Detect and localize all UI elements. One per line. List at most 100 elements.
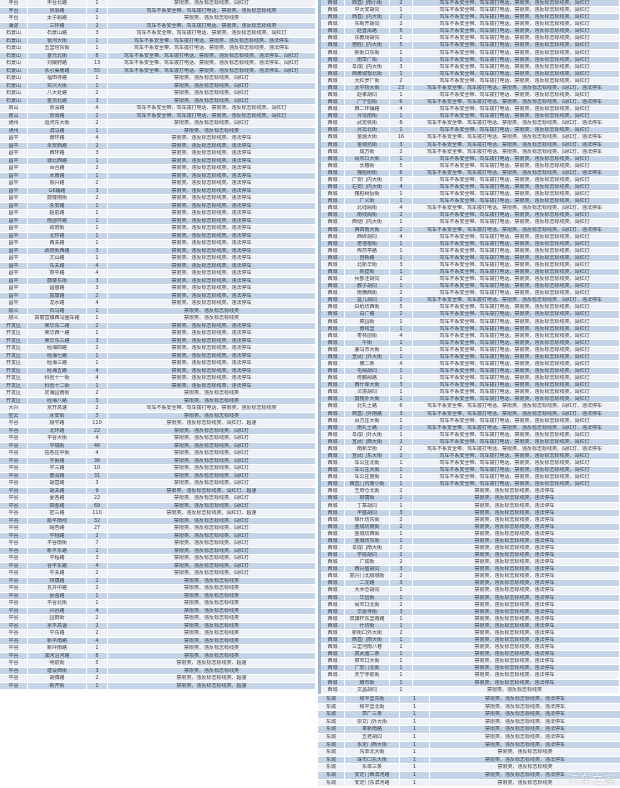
- count-cell: 2: [390, 311, 413, 318]
- district-cell: 昌平: [0, 165, 28, 172]
- count-cell: 1: [390, 481, 413, 488]
- count-cell: 2: [87, 345, 108, 352]
- table-row: 丰台 丰台北路 1 禁限类、违反标志标线类、闯红灯: [0, 0, 315, 8]
- violation-types-cell: 禁限类、违反标志标线类: [183, 600, 239, 606]
- violation-types-cell: 驾车不系安全带、驾车拨打电话、禁限类、违反标志标线类、闯红灯: [439, 77, 590, 84]
- violation-types-cell: 禁限类、违反标志标线类、违法停车: [474, 644, 555, 651]
- road-cell: 西什库大街: [345, 382, 390, 389]
- road-cell: 崇文门外大街: [345, 718, 400, 726]
- violation-types-cell: 禁限类、违反标志标线类、闯红灯: [173, 120, 249, 126]
- district-cell: 西城: [321, 566, 345, 573]
- road-cell: 德胜门内大街: [345, 42, 390, 49]
- table-row: 西城 德胜门内大街 5 驾车不系安全带、驾车拨打电话、禁限类、违反标志标线类、闯红灯: [321, 42, 619, 50]
- table-row: 西城 金城坊南街 2 禁限类、违反标志标线类、违法停车: [321, 523, 619, 531]
- district-cell: 通州: [0, 127, 28, 134]
- road-cell: 骡马市大街: [345, 346, 390, 353]
- road-cell: 金城坊西街: [345, 530, 390, 537]
- table-row: 西城 南礼士路 2 驾车不系安全带、驾车拨打电话、禁限类、违反标志标线类、闯红灯、违法…: [321, 424, 619, 432]
- violation-types-cell: 驾车不系安全带、驾车拨打电话、禁限类、违反标志标线类、闯红灯: [439, 247, 590, 254]
- count-cell: 5: [87, 660, 108, 667]
- road-cell: 南线里: [345, 325, 390, 332]
- road-cell: 经海四路: [28, 345, 87, 352]
- district-cell: 东城: [318, 733, 345, 741]
- road-cell: 屯绢胡同: [345, 368, 390, 375]
- violation-types-cell: 禁限类、违反标志标线类、违法停车: [474, 608, 555, 615]
- table-row: 西城 学院胡同 2 禁限类、违反标志标线类、违法停车: [321, 552, 619, 560]
- table-row: 平谷 平三路 10 禁限类、违反标志标线类、闯红灯: [0, 465, 315, 473]
- table-row: 西城 丁章胡同 1 禁限类、违反标志标线类、违法停车: [321, 502, 619, 510]
- district-cell: 西城: [321, 56, 345, 63]
- count-cell: 1: [390, 396, 413, 403]
- violation-types-cell: 禁限类、违反标志标线类、违法停车: [171, 247, 252, 254]
- count-cell: 3: [390, 63, 413, 70]
- violation-types-cell: 禁限类、违反标志标线类、违法停车: [171, 322, 252, 329]
- table-row: 平谷 瓦井中路 2 禁限类、违反标志标线类: [0, 585, 315, 593]
- count-cell: 1: [390, 587, 413, 594]
- table-row: 平谷 谷丰东路 4 禁限类、违反标志标线类、闯红灯: [0, 562, 315, 570]
- violation-types-cell: 驾车不系安全带、驾车拨打电话、禁限类、违反标志标线类、闯红灯: [439, 460, 590, 467]
- road-cell: 宣武门外大街: [345, 353, 390, 360]
- count-cell: 1: [390, 191, 413, 198]
- table-row: 昌平 富康路 2 禁限类、违反标志标线类、违法停车: [0, 292, 315, 300]
- district-cell: 西城: [321, 240, 345, 247]
- violation-types-cell: 驾车不系安全带、驾车拨打电话、禁限类、违反标志标线类、闯红灯: [439, 353, 590, 360]
- count-cell: 4: [87, 637, 108, 644]
- road-cell: 西关路: [28, 240, 87, 247]
- district-cell: 西城: [321, 127, 345, 134]
- count-cell: 4: [87, 562, 108, 569]
- district-cell: 昌平: [0, 195, 28, 202]
- road-cell: 大红罗厂街: [345, 77, 390, 84]
- table-row: 西城 西直门外南路 3 驾车不系安全带、驾车拨打电话、禁限类、违反标志标线类、闯红灯、…: [321, 410, 619, 418]
- road-cell: 银河大街: [28, 37, 87, 44]
- road-cell: 大木仓胡同: [345, 587, 390, 594]
- table-row: 西城 西直门内大街 2 驾车不系安全带、驾车拨打电话、禁限类、违反标志标线类、闯红灯: [321, 14, 619, 22]
- count-cell: 3: [390, 410, 413, 417]
- count-cell: 1: [87, 592, 108, 599]
- table-row: 西城 宣武门东大街 2 驾车不系安全带、驾车拨打电话、禁限类、违反标志标线类、闯红灯: [321, 453, 619, 461]
- violation-types-cell: 禁限类、违反标志标线类、闯红灯: [173, 0, 249, 6]
- road-cell: 自新路: [345, 254, 390, 261]
- table-row: 石景山 八大处路 2 禁限类、违反标志标线类、闯红灯: [0, 90, 315, 98]
- table-row: 西城 月坛南街 1 驾车不系安全带、驾车拨打电话、禁限类、违反标志标线类、闯红灯: [321, 113, 619, 121]
- count-cell: 3: [87, 150, 108, 157]
- violation-types-cell: 驾车不系安全带、驾车拨打电话、禁限类、违反标志标线类、闯红灯: [439, 268, 590, 275]
- road-cell: 京周路: [28, 112, 87, 119]
- district-cell: 昌平: [0, 157, 28, 164]
- violation-types-cell: 禁限类、违反标志标线类、闯红灯: [173, 82, 249, 89]
- road-cell: 金融大街: [345, 134, 390, 141]
- table-row: 昌平 永安路 1 禁限类、违反标志标线类、违法停车: [0, 202, 315, 210]
- count-cell: 1: [87, 75, 108, 82]
- count-cell: 1: [390, 7, 413, 14]
- violation-types-cell: 驾车不系安全带、驾车拨打电话、禁限类、违反标志标线类、闯红灯、违法停车: [426, 99, 602, 106]
- violation-types-cell: 禁限类、违反标志标线类、闯红灯: [173, 480, 249, 486]
- table-row: 密云 水安街 3 禁限类、违反标志标线类: [0, 412, 315, 420]
- road-cell: 永安西路: [28, 142, 87, 149]
- violation-types-cell: 禁限类、违反标志标线类、违法停车: [171, 262, 252, 269]
- violation-types-cell: 禁限类、违反标志标线类、闯红灯: [173, 472, 249, 479]
- violation-types-cell: 驾车不系安全带、驾车拨打电话、禁限类、违反标志标线类、闯红灯: [439, 396, 590, 403]
- road-cell: 兵部洼胡同: [345, 276, 390, 283]
- table-row: 西城 西直门内南小街 1 驾车不系安全带、驾车拨打电话、禁限类、违反标志标线类、闯红灯: [321, 481, 619, 489]
- count-cell: 2: [87, 120, 108, 127]
- table-row: 西城 耀市街 1 禁限类、违反标志标线类、违法停车: [321, 679, 619, 687]
- road-cell: 永引渠南路: [28, 67, 87, 74]
- road-cell: 平谷大街: [28, 435, 87, 442]
- violation-types-cell: 驾车不系安全带、驾车拨打电话、禁限类、违反标志标线类、闯红灯: [439, 21, 590, 28]
- road-cell: 晋元北街: [28, 52, 87, 59]
- count-cell: 3: [390, 566, 413, 573]
- district-cell: 西城: [321, 14, 345, 21]
- count-cell: 4: [87, 270, 108, 277]
- count-cell: 2: [390, 290, 413, 297]
- table-row: 西城 盆儿胡同 2 驾车不系安全带、驾车拨打电话、禁限类、违反标志标线类、闯红灯、违法…: [321, 297, 619, 305]
- count-cell: 1: [390, 325, 413, 332]
- district-cell: 房山: [0, 105, 28, 112]
- violation-types-cell: 驾车不系安全带、驾车拨打电话、禁限类、违反标志标线类、闯红灯、违法停车: [426, 424, 602, 431]
- table-row: 西城 金融大街 16 驾车不系安全带、驾车拨打电话、禁限类、违反标志标线类、闯红灯、违…: [321, 134, 619, 142]
- road-cell: 新壁街: [345, 268, 390, 276]
- violation-types-cell: 驾车不系安全带、驾车拨打电话、禁限类、违反标志标线类、违法停车、闯红灯: [123, 60, 299, 66]
- table-row: 西城 陶然亭路 1 驾车不系安全带、驾车拨打电话、禁限类、违反标志标线类、闯红灯: [321, 247, 619, 255]
- count-cell: 1: [390, 198, 413, 205]
- road-cell: 京深路: [28, 105, 87, 112]
- road-cell: 丰台北路: [28, 0, 87, 7]
- district-cell: 昌平: [0, 300, 28, 307]
